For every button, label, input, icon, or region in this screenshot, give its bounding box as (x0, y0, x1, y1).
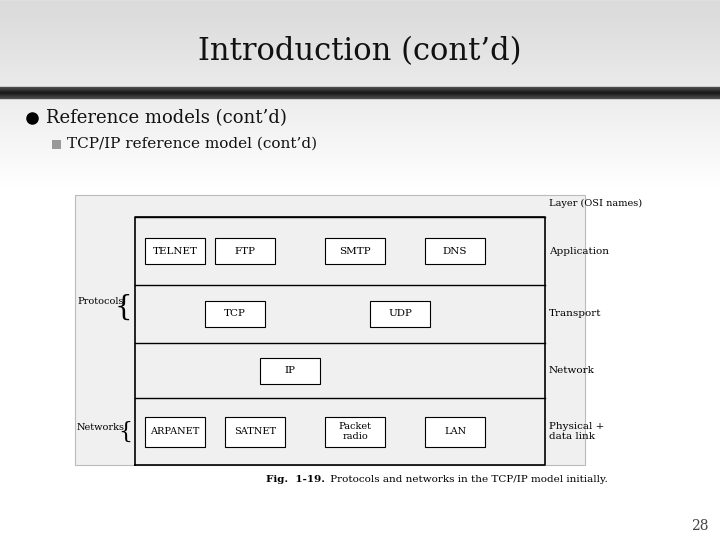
Bar (215, 238, 275, 264)
Text: TCP: TCP (224, 309, 246, 319)
Bar (425, 416, 485, 447)
Text: {: { (118, 421, 132, 442)
Text: UDP: UDP (388, 309, 412, 319)
Text: Networks: Networks (77, 423, 125, 432)
Text: Application: Application (549, 246, 609, 255)
Bar (205, 301, 265, 327)
Text: Network: Network (549, 366, 595, 375)
Text: FTP: FTP (235, 246, 256, 255)
Text: Layer (OSI names): Layer (OSI names) (549, 199, 642, 208)
Text: SATNET: SATNET (234, 427, 276, 436)
Text: DNS: DNS (443, 246, 467, 255)
Text: LAN: LAN (444, 427, 466, 436)
Text: ARPANET: ARPANET (150, 427, 199, 436)
Text: IP: IP (284, 366, 295, 375)
Bar (145, 238, 205, 264)
Text: Fig.  1-19.: Fig. 1-19. (266, 475, 325, 483)
Text: TELNET: TELNET (153, 246, 197, 255)
Text: Transport: Transport (549, 309, 601, 319)
Text: 28: 28 (691, 519, 708, 533)
Text: Packet
radio: Packet radio (338, 422, 372, 441)
Text: Introduction (cont’d): Introduction (cont’d) (198, 37, 522, 68)
Text: SMTP: SMTP (339, 246, 371, 255)
Bar (52, 139, 61, 148)
Bar (75, 195, 585, 465)
Text: {: { (114, 294, 132, 321)
Bar (260, 357, 320, 383)
Bar (325, 238, 385, 264)
Text: Protocols and networks in the TCP/IP model initially.: Protocols and networks in the TCP/IP mod… (327, 475, 608, 483)
Bar (425, 238, 485, 264)
Bar (225, 416, 285, 447)
Bar (325, 416, 385, 447)
Text: Reference models (cont’d): Reference models (cont’d) (46, 109, 287, 127)
Text: Protocols: Protocols (77, 297, 124, 306)
Text: TCP/IP reference model (cont’d): TCP/IP reference model (cont’d) (67, 137, 317, 151)
Bar (370, 301, 430, 327)
Text: Physical +
data link: Physical + data link (549, 422, 604, 441)
Bar (145, 416, 205, 447)
